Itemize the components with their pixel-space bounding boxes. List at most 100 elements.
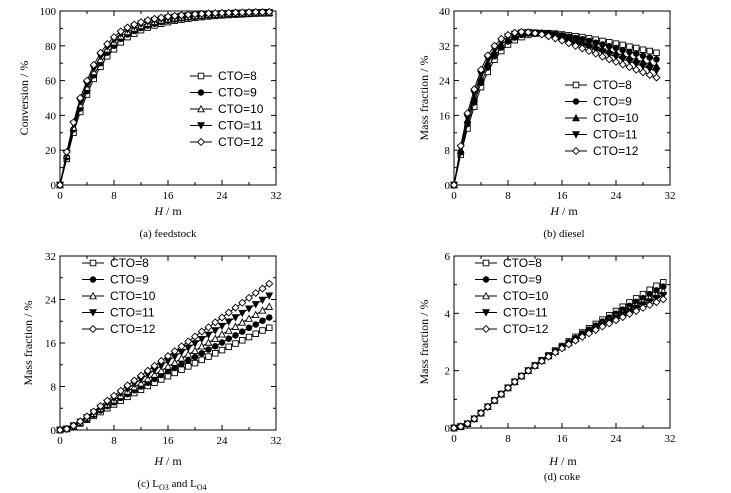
data-point bbox=[483, 402, 492, 411]
data-point bbox=[524, 366, 533, 375]
data-point bbox=[632, 307, 641, 316]
data-point bbox=[258, 8, 267, 17]
caption-subscript: O4 bbox=[197, 483, 207, 492]
data-point bbox=[265, 7, 274, 16]
data-point bbox=[463, 109, 472, 118]
y-tick-label: 6 bbox=[445, 251, 451, 263]
data-point bbox=[218, 330, 226, 338]
data-point bbox=[184, 350, 193, 358]
y-tick-label: 4 bbox=[445, 308, 451, 320]
legend-label: CTO=11 bbox=[218, 119, 263, 133]
legend-marker bbox=[572, 81, 580, 89]
data-point bbox=[449, 180, 459, 190]
x-tick-label: 24 bbox=[217, 190, 229, 202]
data-point bbox=[639, 46, 647, 53]
data-point bbox=[184, 337, 193, 346]
data-point bbox=[218, 346, 226, 354]
data-point bbox=[571, 41, 580, 50]
data-point bbox=[571, 336, 580, 345]
y-tick-label: 24 bbox=[439, 76, 451, 88]
x-axis-label: H / m bbox=[153, 204, 182, 218]
data-point bbox=[136, 371, 146, 380]
x-tick-label: 24 bbox=[611, 190, 623, 202]
data-point bbox=[564, 39, 573, 48]
data-point bbox=[123, 381, 132, 390]
y-tick-label: 40 bbox=[45, 110, 57, 122]
data-point bbox=[456, 141, 465, 150]
x-axis-label: H / m bbox=[153, 454, 182, 468]
data-point bbox=[170, 11, 179, 20]
data-point bbox=[652, 73, 661, 82]
legend-label: CTO=10 bbox=[503, 289, 549, 303]
data-point bbox=[178, 366, 185, 373]
data-point bbox=[218, 339, 226, 346]
panel-caption: (b) diesel bbox=[543, 228, 584, 240]
x-tick-label: 0 bbox=[451, 433, 457, 445]
legend-label: CTO=10 bbox=[218, 102, 264, 116]
data-point bbox=[537, 30, 546, 39]
legend-marker bbox=[89, 259, 97, 267]
data-point bbox=[157, 13, 166, 22]
x-tick-label: 0 bbox=[451, 190, 457, 202]
legend-marker bbox=[482, 276, 490, 283]
data-point bbox=[62, 424, 71, 433]
data-point bbox=[96, 48, 105, 57]
data-point bbox=[652, 298, 661, 307]
data-point bbox=[191, 359, 199, 367]
x-axis-label-unit: / m bbox=[163, 204, 182, 218]
data-point bbox=[618, 56, 627, 64]
data-point bbox=[265, 302, 274, 310]
x-axis-label: H / m bbox=[548, 454, 577, 468]
data-point bbox=[652, 67, 661, 76]
data-point bbox=[625, 309, 634, 318]
data-point bbox=[537, 357, 546, 366]
data-point bbox=[639, 62, 647, 71]
legend-marker bbox=[89, 291, 97, 300]
legend-label: CTO=8 bbox=[218, 69, 257, 83]
data-point bbox=[245, 333, 253, 341]
data-point bbox=[591, 49, 600, 58]
legend-label: CTO=9 bbox=[110, 273, 149, 287]
legend-label: CTO=11 bbox=[110, 306, 155, 320]
legend-marker bbox=[89, 309, 97, 317]
legend-marker bbox=[196, 137, 206, 147]
data-point bbox=[238, 8, 247, 17]
data-point bbox=[82, 412, 92, 421]
data-point bbox=[645, 70, 654, 79]
legend-marker bbox=[572, 131, 580, 139]
data-point bbox=[598, 52, 607, 61]
data-point bbox=[653, 49, 660, 57]
data-point bbox=[632, 65, 641, 74]
data-point bbox=[530, 29, 540, 38]
legend-label: CTO=12 bbox=[593, 144, 639, 158]
y-tick-label: 100 bbox=[40, 6, 57, 18]
legend-marker bbox=[197, 89, 205, 96]
data-point bbox=[564, 340, 573, 349]
data-point bbox=[510, 377, 519, 386]
data-point bbox=[232, 340, 239, 347]
data-point bbox=[626, 43, 633, 50]
x-axis-label-var: H bbox=[548, 454, 559, 468]
data-point bbox=[150, 361, 159, 370]
data-point bbox=[653, 56, 660, 63]
data-point bbox=[224, 318, 233, 326]
data-point bbox=[251, 8, 260, 17]
data-point bbox=[211, 343, 219, 350]
x-axis-label-unit: / m bbox=[558, 454, 577, 468]
data-point bbox=[55, 425, 65, 435]
data-point bbox=[463, 419, 472, 428]
data-point bbox=[55, 180, 65, 190]
x-tick-label: 32 bbox=[665, 433, 676, 445]
data-point bbox=[645, 300, 654, 310]
data-point bbox=[109, 391, 119, 400]
data-point bbox=[251, 310, 260, 318]
caption-text: (c) L bbox=[137, 478, 159, 490]
y-tick-label: 0 bbox=[445, 180, 451, 192]
data-point bbox=[258, 296, 267, 305]
data-point bbox=[598, 322, 607, 331]
data-point bbox=[198, 350, 205, 357]
data-point bbox=[184, 10, 193, 19]
data-point bbox=[190, 10, 200, 19]
panel-caption: (a) feedstock bbox=[139, 228, 197, 240]
data-point bbox=[224, 8, 233, 17]
